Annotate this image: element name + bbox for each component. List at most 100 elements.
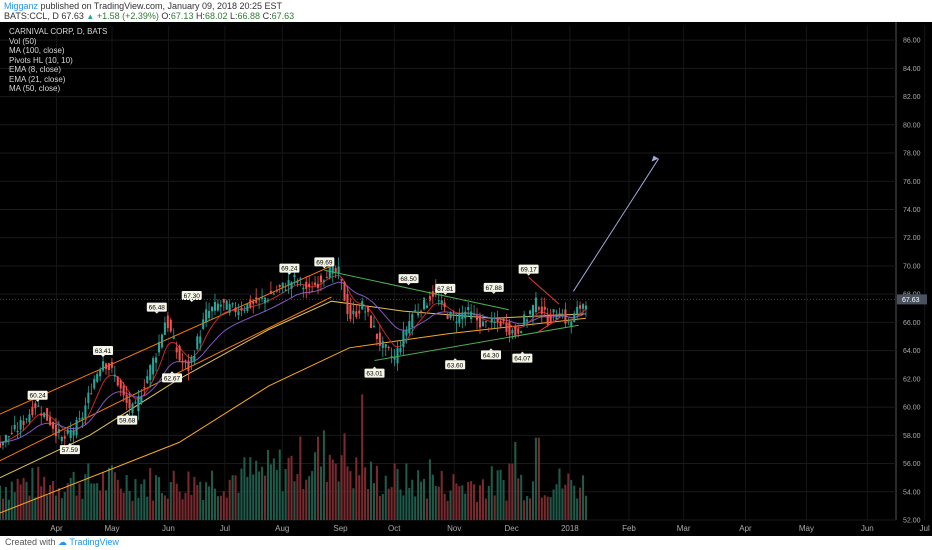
pivot-label-box bbox=[27, 390, 48, 400]
volume-bar bbox=[231, 475, 234, 520]
candle-body bbox=[16, 430, 19, 433]
volume-bar bbox=[190, 494, 193, 520]
volume-bar bbox=[49, 484, 52, 520]
volume-bar bbox=[502, 480, 505, 520]
volume-bar bbox=[543, 495, 546, 520]
candle-body bbox=[13, 424, 16, 430]
candle-body bbox=[96, 373, 99, 382]
tradingview-logo[interactable]: ☁ TradingView bbox=[58, 537, 119, 548]
volume-bar bbox=[331, 459, 334, 520]
candle-body bbox=[131, 403, 134, 414]
volume-bar bbox=[467, 481, 470, 520]
volume-bar bbox=[455, 483, 458, 520]
candle-body bbox=[478, 316, 482, 328]
candle-body bbox=[496, 318, 499, 323]
volume-bar bbox=[143, 479, 146, 520]
volume-bar bbox=[31, 467, 34, 520]
volume-bar bbox=[302, 488, 305, 520]
volume-bar bbox=[199, 481, 202, 520]
pivot-label: 63.41 bbox=[95, 348, 112, 355]
volume-bar bbox=[567, 473, 570, 520]
volume-bar bbox=[69, 477, 72, 520]
pivot-label-box bbox=[117, 415, 138, 425]
volume-bar bbox=[328, 454, 331, 520]
volume-bar bbox=[137, 497, 140, 520]
price-chart-svg[interactable]: 86.00 84.00 82.00 80.00 78.00 76.00 74.00 72.00… bbox=[0, 22, 932, 536]
candle-body bbox=[72, 430, 75, 436]
volume-bar bbox=[417, 470, 420, 520]
candle-body bbox=[54, 424, 57, 437]
volume-bar bbox=[110, 465, 113, 520]
time-tick-label: Sep bbox=[333, 524, 348, 533]
candle-body bbox=[225, 300, 228, 310]
price-tick-label: 62.00 bbox=[903, 376, 921, 383]
volume-bar bbox=[60, 498, 63, 520]
volume-bar bbox=[396, 468, 399, 520]
volume-bar bbox=[275, 469, 278, 520]
candle-body bbox=[305, 281, 308, 289]
legend-volume[interactable]: Vol (50) bbox=[9, 36, 37, 46]
candle-body bbox=[540, 306, 543, 314]
volume-bar bbox=[249, 457, 252, 520]
candle-body bbox=[331, 266, 334, 274]
candle-body bbox=[579, 305, 582, 309]
candle-body bbox=[546, 316, 549, 325]
volume-bar bbox=[104, 490, 108, 520]
volume-bar bbox=[316, 436, 320, 520]
volume-bar bbox=[570, 479, 573, 520]
legend-pivots[interactable]: Pivots HL (10, 10) bbox=[9, 55, 73, 65]
candle-body bbox=[199, 336, 202, 344]
author-link[interactable]: Migganz bbox=[4, 1, 39, 11]
volume-bar bbox=[81, 498, 84, 520]
candle-body bbox=[7, 436, 10, 438]
legend-ema8[interactable]: EMA (8, close) bbox=[9, 65, 62, 74]
candle-body bbox=[155, 357, 158, 363]
candle-body bbox=[46, 408, 49, 421]
volume-bar bbox=[381, 494, 384, 520]
publish-header: Migganz published on TradingView.com, Ja… bbox=[0, 0, 932, 22]
candle-body bbox=[75, 419, 78, 436]
volume-bar bbox=[293, 481, 296, 520]
volume-bar bbox=[372, 483, 376, 520]
legend-ema21[interactable]: EMA (21, close) bbox=[9, 74, 66, 84]
volume-bar bbox=[252, 474, 255, 520]
candle-body bbox=[143, 387, 146, 389]
legend-ma100[interactable]: MA (100, close) bbox=[9, 46, 65, 55]
volume-bar bbox=[299, 436, 302, 520]
candle-body bbox=[228, 304, 231, 313]
volume-bar bbox=[266, 449, 269, 520]
chart-area[interactable]: 86.00 84.00 82.00 80.00 78.00 76.00 74.00 72.00… bbox=[0, 22, 932, 536]
volume-bar bbox=[425, 498, 429, 520]
candle-body bbox=[178, 346, 181, 361]
candle-body bbox=[387, 346, 390, 349]
price-tick-label: 70.00 bbox=[903, 263, 921, 270]
candle-body bbox=[378, 332, 381, 346]
volume-bar bbox=[172, 470, 175, 520]
volume-bar bbox=[487, 485, 490, 520]
volume-bar bbox=[243, 457, 246, 520]
candle-body bbox=[467, 306, 470, 311]
time-tick-label: Dec bbox=[504, 524, 518, 533]
legend-symbol[interactable]: CARNIVAL CORP, D, BATS bbox=[9, 27, 108, 36]
volume-bar bbox=[390, 487, 393, 520]
volume-bar bbox=[408, 487, 411, 520]
volume-bar bbox=[322, 430, 325, 520]
pivot-pointer bbox=[287, 272, 292, 275]
time-tick-label: Apr bbox=[50, 524, 63, 533]
legend-ma50[interactable]: MA (50, close) bbox=[9, 84, 61, 93]
candle-body bbox=[0, 442, 2, 448]
volume-bar bbox=[210, 470, 214, 520]
volume-bar bbox=[10, 481, 13, 520]
candle-body bbox=[558, 316, 561, 318]
candle-body bbox=[422, 297, 426, 310]
candle-body bbox=[384, 344, 387, 348]
candle-body bbox=[90, 393, 93, 395]
volume-bar bbox=[443, 493, 446, 520]
candle-body bbox=[337, 266, 340, 274]
candle-body bbox=[255, 297, 258, 303]
volume-bar bbox=[1, 498, 4, 520]
candle-body bbox=[237, 311, 240, 316]
time-tick-label: May bbox=[799, 524, 814, 533]
candle-body bbox=[4, 434, 7, 443]
candle-body bbox=[414, 310, 417, 312]
